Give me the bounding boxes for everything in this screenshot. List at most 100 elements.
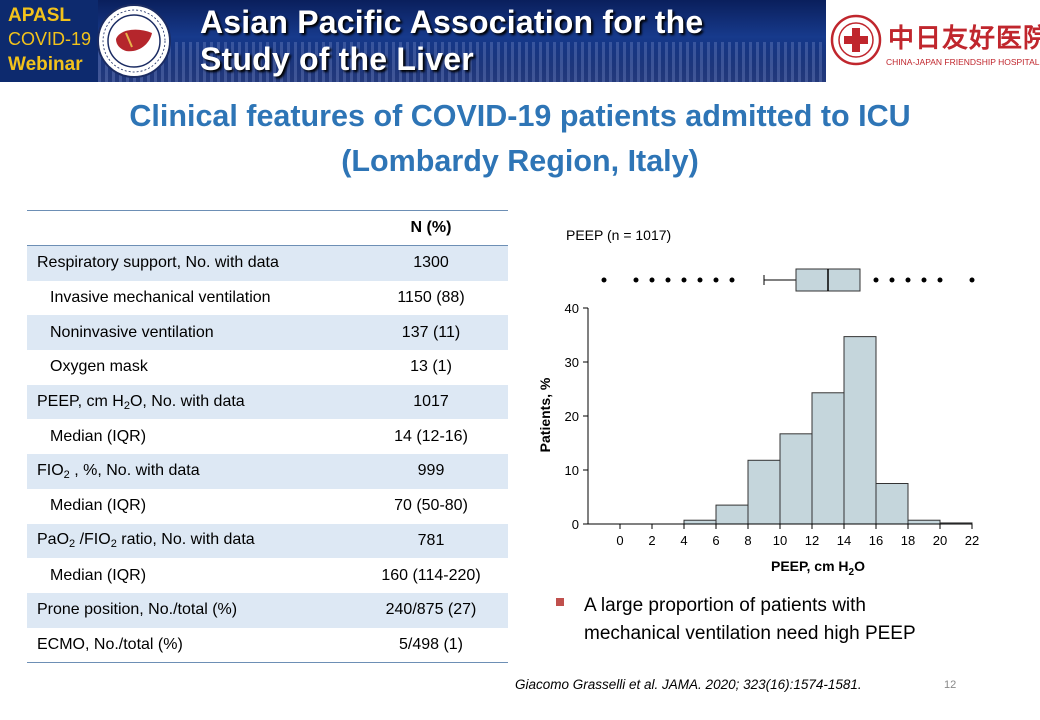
histogram-bar: [747, 459, 781, 525]
boxplot-outlier: [601, 277, 607, 283]
citation: Giacomo Grasselli et al. JAMA. 2020; 323…: [515, 677, 862, 692]
hospital-name-chinese: 中日友好医院: [888, 24, 1040, 54]
row-value: 1300: [354, 245, 508, 281]
hospital-emblem-icon: [830, 14, 882, 66]
peep-histogram-chart: PEEP (n = 1017) 0 10 20 30 40 0 2 4 6 8 10 12 14 16 18…: [537, 227, 979, 578]
x-axis-label-text: O: [854, 558, 865, 574]
row-label: Respiratory support, No. with data: [27, 245, 354, 281]
row-label-text: Prone position, No./total (%): [37, 601, 238, 619]
histogram-bar: [715, 504, 749, 525]
apasl-seal-logo: [97, 4, 171, 78]
x-tick-label: 16: [869, 533, 883, 548]
row-label: Oxygen mask: [27, 350, 354, 385]
boxplot-outlier: [729, 277, 735, 283]
boxplot-outlier: [969, 277, 975, 283]
x-axis-label-subscript: 2: [849, 567, 855, 578]
row-label-text: ECMO, No./total (%): [37, 635, 183, 653]
tag-line-covid: COVID-19: [8, 29, 92, 49]
row-label-text: /FIO: [75, 531, 111, 549]
key-point-line1: A large proportion of patients with: [584, 595, 867, 616]
y-tick-label: 0: [572, 517, 579, 532]
page-number: 12: [944, 679, 957, 691]
subscript-2: 2: [69, 538, 76, 551]
row-label-text: Median (IQR): [50, 566, 147, 584]
row-label-text: Noninvasive ventilation: [50, 323, 214, 341]
boxplot-outlier: [937, 277, 943, 283]
y-tick-label: 10: [565, 463, 579, 478]
table-row: PEEP, cm H2O, No. with data 1017: [27, 384, 508, 420]
y-tick-label: 40: [565, 301, 579, 316]
boxplot-outlier: [873, 277, 879, 283]
subscript-2: 2: [63, 468, 70, 481]
bullet-square-icon: [556, 598, 564, 606]
boxplot-outlier: [905, 277, 911, 283]
hospital-name-english: CHINA-JAPAN FRIENDSHIP HOSPITAL: [886, 57, 1040, 67]
row-label-text: , %, No. with data: [69, 461, 200, 479]
row-value: 240/875 (27): [354, 592, 508, 628]
x-tick-label: 22: [965, 533, 979, 548]
row-label-text: FIO: [37, 461, 64, 479]
row-label-text: Invasive mechanical ventilation: [50, 289, 271, 307]
x-tick-label: 14: [837, 533, 851, 548]
row-value: 70 (50-80): [394, 497, 468, 515]
boxplot-outlier: [681, 277, 687, 283]
histogram-bar: [907, 519, 941, 525]
y-tick-label: 20: [565, 409, 579, 424]
table-row: Prone position, No./total (%) 240/875 (2…: [27, 592, 508, 628]
table-header-row: N (%): [27, 210, 508, 246]
clinical-features-table: N (%) Respiratory support, No. with data…: [27, 210, 508, 664]
table-row: ECMO, No./total (%) 5/498 (1): [27, 627, 508, 664]
x-tick-label: 6: [712, 533, 719, 548]
table-row: Oxygen mask 13 (1): [27, 350, 508, 385]
table-row: Median (IQR) 160 (114-220): [27, 558, 508, 593]
boxplot-outlier: [665, 277, 671, 283]
table-row: Invasive mechanical ventilation 1150 (88…: [27, 281, 508, 316]
y-axis-label: Patients, %: [537, 377, 553, 452]
row-label: PaO2 /FIO2 ratio, No. with data: [27, 523, 354, 559]
table-header-label: [27, 210, 354, 246]
boxplot-outlier: [921, 277, 927, 283]
row-label: Noninvasive ventilation: [27, 315, 354, 351]
table-row: FIO2 , %, No. with data 999: [27, 454, 508, 489]
key-point-text: A large proportion of patients with mech…: [584, 592, 916, 648]
table-row: Median (IQR) 70 (50-80): [27, 489, 508, 524]
x-tick-label: 10: [773, 533, 787, 548]
row-label-text: Median (IQR): [50, 427, 147, 445]
boxplot-outlier: [713, 277, 719, 283]
row-label-text: PEEP, cm H: [37, 392, 124, 410]
webinar-tag: APASL COVID-19 Webinar: [0, 0, 98, 82]
x-tick-label: 2: [648, 533, 655, 548]
histogram-bars: [683, 336, 973, 525]
histogram-bar: [683, 519, 717, 525]
x-tick-label: 20: [933, 533, 947, 548]
row-label: Median (IQR): [27, 419, 354, 454]
subscript-2: 2: [110, 538, 117, 551]
row-value: 999: [354, 454, 508, 489]
histogram-bar: [843, 336, 877, 525]
chart-title: PEEP (n = 1017): [566, 227, 671, 243]
row-label-text: ratio, No. with data: [116, 531, 255, 549]
histogram-bar: [779, 433, 813, 525]
key-point-line2: mechanical ventilation need high PEEP: [584, 623, 916, 644]
row-label-text: Respiratory support, No. with data: [37, 254, 279, 272]
row-label-text: Oxygen mask: [50, 358, 148, 376]
row-value: 13 (1): [410, 358, 452, 376]
hospital-logo: 中日友好医院 CHINA-JAPAN FRIENDSHIP HOSPITAL: [826, 0, 1040, 82]
row-value: 781: [354, 523, 508, 559]
row-value: 5/498 (1): [354, 627, 508, 664]
row-label: ECMO, No./total (%): [27, 627, 354, 664]
x-tick-label: 12: [805, 533, 819, 548]
subscript-2: 2: [123, 399, 130, 412]
table-row: Respiratory support, No. with data 1300: [27, 245, 508, 281]
boxplot-outlier: [649, 277, 655, 283]
boxplot-outlier: [633, 277, 639, 283]
row-label: PEEP, cm H2O, No. with data: [27, 384, 354, 420]
row-value: 137 (11): [354, 315, 508, 351]
table-header-value: N (%): [354, 210, 508, 246]
header-banner: APASL COVID-19 Webinar Asian Pacific Ass…: [0, 0, 826, 82]
row-label-text: Median (IQR): [50, 497, 147, 515]
table-row: Median (IQR) 14 (12-16): [27, 419, 508, 454]
x-tick-label: 0: [616, 533, 623, 548]
row-label: Median (IQR): [27, 489, 354, 524]
histogram-bar: [875, 483, 909, 525]
